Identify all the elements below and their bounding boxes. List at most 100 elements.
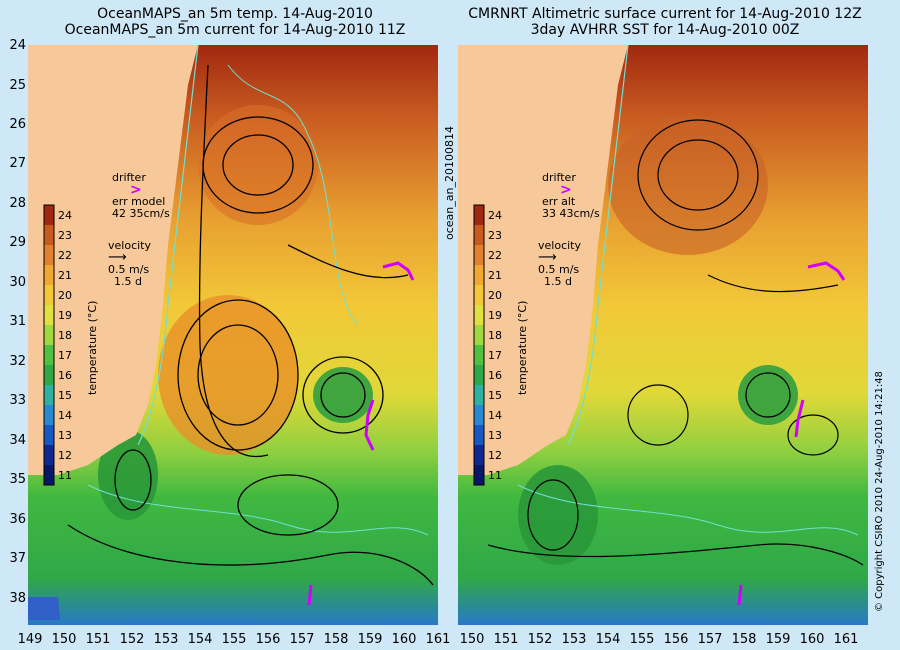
cbar-tick: 11 [488, 469, 502, 482]
isobath-contour [137, 45, 199, 446]
lat-tick: 24 [9, 38, 26, 53]
lon-tick: 153 [561, 632, 587, 647]
isobath-contour [567, 45, 629, 446]
lat-tick: 28 [9, 196, 26, 211]
lat-tick: 29 [9, 235, 26, 250]
left-title-line2: OceanMAPS_an 5m current for 14-Aug-2010 … [64, 22, 406, 38]
lat-tick: 38 [9, 591, 26, 606]
current-streamline [67, 524, 434, 586]
cbar-tick: 11 [58, 469, 72, 482]
eddy-streamline [745, 372, 791, 418]
eddy-streamline [177, 299, 299, 451]
eddy-streamline [197, 324, 279, 426]
cbar-tick: 18 [488, 329, 502, 342]
cbar-tick: 21 [488, 269, 502, 282]
drifter-label: drifter [112, 171, 146, 184]
velocity-arrow-icon: ⟶ [538, 250, 557, 265]
lon-tick: 149 [17, 632, 43, 647]
lat-tick: 33 [9, 393, 26, 408]
cbar-tick: 17 [488, 349, 502, 362]
eddy-streamline [637, 119, 759, 231]
err-label: err model [112, 195, 166, 208]
right-panel-title: CMRNRT Altimetric surface current for 14… [460, 6, 870, 38]
current-streamline [198, 64, 269, 458]
lon-tick: 161 [425, 632, 451, 647]
current-streamline [487, 543, 864, 566]
velocity-arrow-icon: ⟶ [108, 250, 127, 265]
lon-tick: 154 [187, 632, 213, 647]
velocity-time: 1.5 d [544, 275, 572, 288]
lon-tick: 155 [221, 632, 247, 647]
eddy-streamline [657, 139, 739, 211]
velocity-label: velocity [538, 239, 581, 252]
lon-tick: 158 [731, 632, 757, 647]
velocity-label: velocity [108, 239, 151, 252]
lon-tick: 152 [527, 632, 553, 647]
cbar-tick: 21 [58, 269, 72, 282]
cold-eddy [313, 367, 373, 423]
lon-tick: 151 [85, 632, 111, 647]
lon-tick: 156 [663, 632, 689, 647]
lat-tick: 36 [9, 512, 26, 527]
cbar-tick: 24 [58, 209, 72, 222]
drifter-track [307, 584, 313, 606]
left-colorbar [43, 204, 55, 486]
right-colorbar [473, 204, 485, 486]
cbar-tick: 20 [58, 289, 72, 302]
lon-tick: 160 [799, 632, 825, 647]
lon-tick: 156 [255, 632, 281, 647]
lat-tick: 35 [9, 472, 26, 487]
drifter-track [382, 261, 415, 281]
cbar-tick: 15 [488, 389, 502, 402]
cbar-tick: 23 [58, 229, 72, 242]
eddy-streamline [222, 134, 294, 196]
cbar-tick: 20 [488, 289, 502, 302]
cbar-tick: 15 [58, 389, 72, 402]
cbar-tick: 16 [58, 369, 72, 382]
drifter-track [737, 584, 743, 606]
drifter-track [794, 399, 805, 438]
cbar-tick: 17 [58, 349, 72, 362]
land [28, 45, 198, 475]
lat-tick: 34 [9, 433, 26, 448]
lon-tick: 150 [51, 632, 77, 647]
lat-tick: 26 [9, 117, 26, 132]
lat-tick: 37 [9, 551, 26, 566]
copyright-label: © Copyright CSIRO 2010 24-Aug-2010 14:21… [874, 371, 885, 612]
lat-tick: 32 [9, 354, 26, 369]
right-velocity-legend: velocity ⟶ 0.5 m/s 1.5 d [538, 240, 581, 288]
lon-tick: 152 [119, 632, 145, 647]
lat-tick: 25 [9, 78, 26, 93]
cbar-tick: 18 [58, 329, 72, 342]
lat-tick: 27 [9, 156, 26, 171]
run-id-label: ocean_an_20100814 [443, 126, 456, 240]
eddy-streamline [320, 372, 366, 418]
eddy-streamline [202, 116, 314, 214]
warm-eddy [198, 105, 318, 225]
lon-tick: 155 [629, 632, 655, 647]
lon-tick: 159 [765, 632, 791, 647]
cold-eddy [738, 365, 798, 425]
cbar-tick: 23 [488, 229, 502, 242]
drifter-track [807, 261, 846, 281]
cbar-tick: 14 [488, 409, 502, 422]
right-drifter-legend: drifter > err alt 33 43cm/s [542, 172, 600, 220]
velocity-scale: 0.5 m/s [538, 263, 580, 276]
lon-tick: 161 [833, 632, 859, 647]
lon-tick: 157 [697, 632, 723, 647]
cbar-tick: 24 [488, 209, 502, 222]
err-label: err alt [542, 195, 576, 208]
lon-tick: 158 [323, 632, 349, 647]
isobath-contour [227, 64, 359, 326]
velocity-scale: 0.5 m/s [108, 263, 150, 276]
cbar-tick: 19 [58, 309, 72, 322]
lon-tick: 159 [357, 632, 383, 647]
cbar-tick: 12 [58, 449, 72, 462]
err-value: 42 35cm/s [112, 207, 170, 220]
cbar-tick: 22 [488, 249, 502, 262]
land [458, 45, 628, 475]
drifter-arrow-icon: > [560, 182, 572, 198]
eddy-streamline [787, 414, 839, 456]
lon-tick: 157 [289, 632, 315, 647]
cold-eddy [518, 465, 598, 565]
